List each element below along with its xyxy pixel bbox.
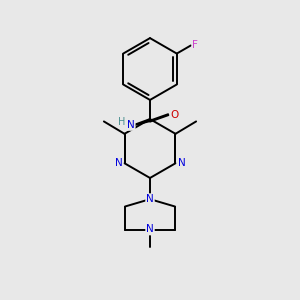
Text: N: N: [178, 158, 185, 168]
Text: N: N: [146, 224, 154, 235]
Text: O: O: [171, 110, 179, 120]
Text: N: N: [127, 120, 135, 130]
Text: N: N: [146, 194, 154, 204]
Text: F: F: [192, 40, 198, 50]
Text: H: H: [118, 117, 126, 127]
Text: N: N: [115, 158, 122, 168]
